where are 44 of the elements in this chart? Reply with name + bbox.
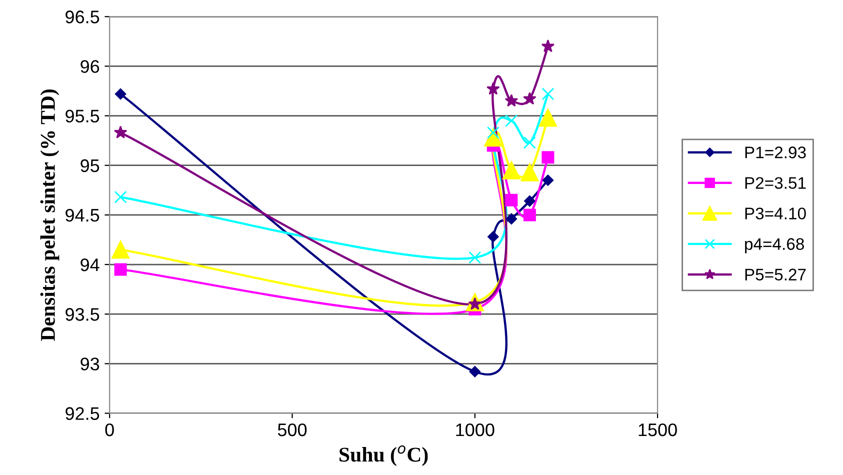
point bbox=[523, 92, 536, 105]
y-tick-label: 94.5 bbox=[66, 208, 100, 222]
point bbox=[486, 82, 500, 95]
x-tick-label: 500 bbox=[278, 423, 307, 436]
y-tick-label: 93 bbox=[80, 358, 100, 370]
point bbox=[114, 88, 126, 100]
y-tick-label: 95 bbox=[80, 159, 100, 172]
point bbox=[504, 94, 518, 107]
point bbox=[523, 208, 536, 222]
x-tick-label: 1000 bbox=[456, 423, 494, 436]
point bbox=[505, 194, 518, 206]
legend-label: P2=3.51 bbox=[745, 177, 806, 189]
point bbox=[502, 161, 520, 180]
y-axis-title: Densitas pelet sinter (% TD) bbox=[40, 90, 60, 341]
legend-label: P5=5.27 bbox=[745, 268, 806, 280]
point bbox=[524, 195, 536, 207]
point bbox=[114, 263, 127, 276]
point bbox=[541, 39, 555, 52]
legend-label: P1=2.93 bbox=[745, 146, 806, 158]
legend-label: p4=4.68 bbox=[745, 238, 804, 254]
point bbox=[542, 174, 554, 186]
point bbox=[520, 163, 539, 182]
point bbox=[114, 126, 128, 138]
point bbox=[112, 240, 130, 259]
point bbox=[468, 251, 482, 264]
y-tick-label: 96 bbox=[80, 60, 100, 73]
x-tick-label: 0 bbox=[105, 423, 114, 436]
point bbox=[114, 190, 127, 204]
y-tick-label: 94 bbox=[80, 258, 100, 272]
y-tick-label: 96.5 bbox=[66, 10, 100, 24]
y-tick-label: 95.5 bbox=[66, 110, 100, 122]
point bbox=[542, 151, 554, 164]
y-tick-label: 93.5 bbox=[66, 308, 100, 321]
point bbox=[488, 231, 499, 242]
point bbox=[505, 114, 518, 127]
point bbox=[538, 108, 557, 127]
x-tick-label: 1500 bbox=[638, 423, 677, 436]
x-axis-title: Suhu ($^{o}$C) bbox=[340, 445, 428, 466]
point bbox=[542, 88, 554, 100]
point bbox=[506, 213, 518, 225]
point bbox=[523, 136, 536, 149]
point bbox=[469, 366, 480, 378]
legend-label: P3=4.10 bbox=[745, 208, 806, 220]
y-tick-label: 92.5 bbox=[66, 407, 100, 420]
